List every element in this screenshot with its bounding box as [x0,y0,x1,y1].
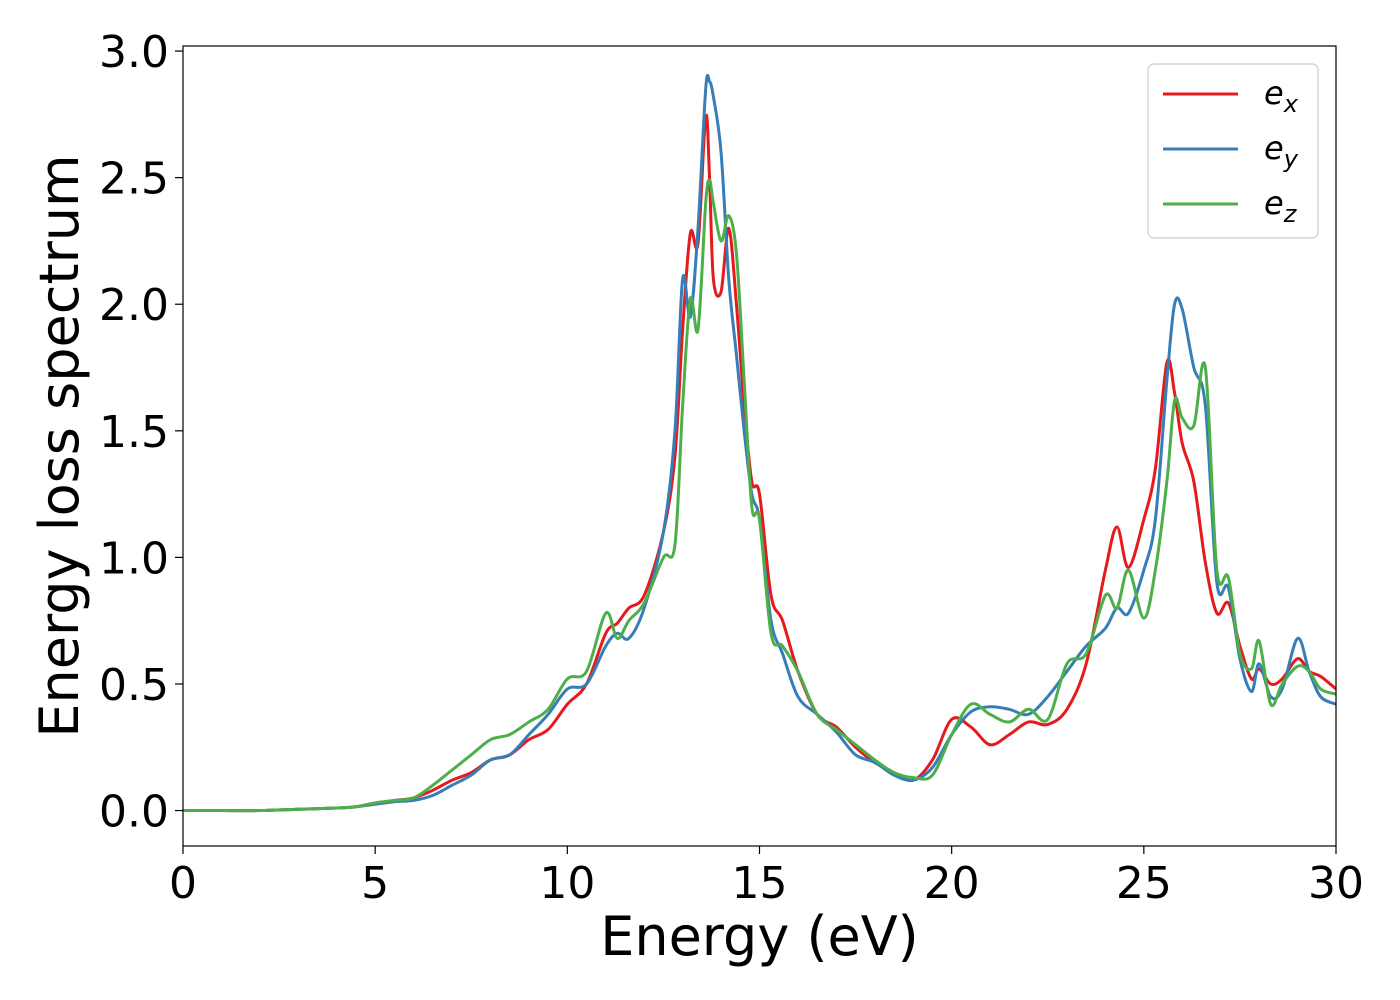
x-axis-ticks: 0 5 10 15 20 25 30 [169,846,1364,909]
legend-entry-label: ey [1264,129,1299,173]
y-tick-label: 2.5 [99,154,169,205]
y-tick-label: 3.0 [99,27,169,78]
y-axis-ticks: 0.0 0.5 1.0 1.5 2.0 2.5 3.0 [99,27,183,838]
legend: ex ey ez [1147,63,1319,239]
x-axis-title: Energy (eV) [600,905,919,968]
series-line-ez [183,178,1336,813]
x-tick-label: 0 [169,858,197,909]
x-tick-label: 30 [1308,858,1364,909]
y-axis-title: Energy loss spectrum [28,154,91,737]
x-tick-label: 15 [732,858,788,909]
x-tick-label: 5 [361,858,389,909]
y-tick-label: 1.5 [99,407,169,458]
series-lines [183,74,1336,813]
x-tick-label: 20 [924,858,980,909]
legend-entry-label: ex [1264,74,1299,118]
x-tick-label: 25 [1116,858,1172,909]
legend-entry-label: ez [1264,184,1298,228]
y-tick-label: 2.0 [99,280,169,331]
y-tick-label: 1.0 [99,533,169,584]
legend-box [1147,63,1319,239]
series-line-ey [183,74,1336,813]
y-tick-label: 0.0 [99,787,169,838]
y-tick-label: 0.5 [99,660,169,711]
x-tick-label: 10 [539,858,595,909]
